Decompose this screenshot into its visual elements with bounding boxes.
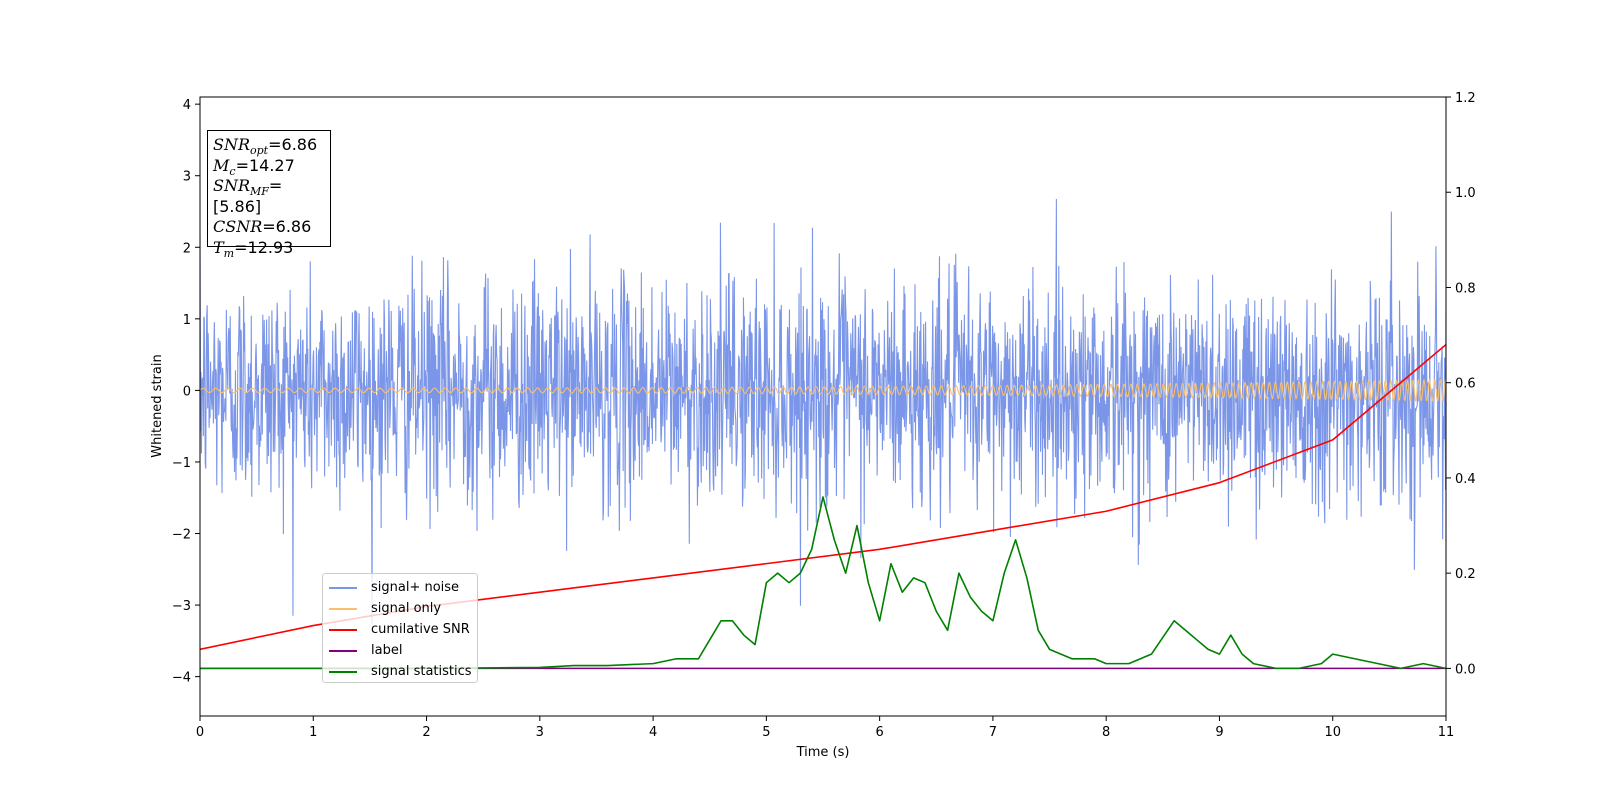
y-right-tick-label: 0.2 <box>1455 567 1476 582</box>
x-tick-label: 9 <box>1215 725 1223 740</box>
y-right-tick-label: 0.4 <box>1455 472 1476 487</box>
y-left-tick-label: −1 <box>172 456 191 471</box>
snr-mf-line: SNRMF=[5.86] <box>213 176 283 216</box>
x-tick-label: 4 <box>649 725 657 740</box>
legend-swatch <box>329 586 357 589</box>
legend-swatch <box>329 628 357 631</box>
legend-swatch <box>329 607 357 610</box>
legend: signal+ noise signal only cumilative SNR… <box>322 573 478 683</box>
legend-label: label <box>371 643 403 658</box>
x-tick-label: 8 <box>1102 725 1110 740</box>
legend-item-signal-statistics: signal statistics <box>329 661 477 682</box>
y-left-tick-label: −2 <box>172 528 191 543</box>
tm-value: 12.93 <box>247 237 294 257</box>
y-left-tick-label: −3 <box>172 599 191 614</box>
legend-swatch <box>329 649 357 652</box>
y-left-tick-label: −4 <box>172 671 191 686</box>
y-left-tick-label: 2 <box>183 241 191 256</box>
legend-label: signal statistics <box>371 664 472 679</box>
snr-opt-line: SNRopt=6.86 <box>213 135 318 158</box>
series-signal-noise <box>200 198 1446 625</box>
y-left-tick-label: 1 <box>183 313 191 328</box>
x-axis-label: Time (s) <box>796 745 850 760</box>
legend-label: signal+ noise <box>371 580 460 595</box>
series-signal-statistics <box>200 496 1446 670</box>
y-left-tick-label: 3 <box>183 170 191 185</box>
legend-label: signal only <box>371 601 442 616</box>
snr-mf-value: [5.86] <box>213 196 262 216</box>
legend-item-cumulative-snr: cumilative SNR <box>329 619 477 640</box>
x-tick-label: 6 <box>875 725 883 740</box>
x-tick-label: 5 <box>762 725 770 740</box>
legend-item-label: label <box>329 640 477 661</box>
x-tick-label: 3 <box>536 725 544 740</box>
y-right-tick-label: 0.0 <box>1455 662 1476 677</box>
legend-swatch <box>329 670 357 673</box>
x-tick-label: 11 <box>1438 725 1455 740</box>
x-tick-label: 7 <box>989 725 997 740</box>
legend-label: cumilative SNR <box>371 622 470 637</box>
csnr-line: CSNR=6.86 <box>213 217 312 236</box>
y-right-tick-label: 0.6 <box>1455 377 1476 392</box>
series-signal-only <box>200 377 1446 403</box>
x-tick-label: 2 <box>422 725 430 740</box>
y-right-tick-label: 1.0 <box>1455 186 1476 201</box>
snr-opt-value: 6.86 <box>281 135 318 154</box>
legend-item-signal-only: signal only <box>329 598 477 619</box>
csnr-value: 6.86 <box>275 217 312 236</box>
x-tick-label: 10 <box>1324 725 1341 740</box>
mc-value: 14.27 <box>248 155 295 175</box>
legend-item-signal-noise: signal+ noise <box>329 577 477 598</box>
y-right-tick-label: 0.8 <box>1455 281 1476 296</box>
y-right-tick-label: 1.2 <box>1455 91 1476 106</box>
y-axis-label: Whitened strain <box>150 354 165 457</box>
x-tick-label: 1 <box>309 725 317 740</box>
axes-layer: 0 1 2 3 4 5 6 7 8 9 10 1143210−1−2−3−41.21.00.80.60… <box>172 91 1476 740</box>
y-left-tick-label: 0 <box>183 384 191 399</box>
x-tick-label: 0 <box>196 725 204 740</box>
plot-frame <box>199 96 1447 717</box>
y-left-tick-label: 4 <box>183 98 191 113</box>
tm-line: Tm=12.93 <box>213 237 294 260</box>
snr-info-box: SNRopt=6.86 Mc=14.27 SNRMF=[5.86] CSNR=6… <box>207 130 331 259</box>
mc-line: Mc=14.27 <box>213 155 295 178</box>
